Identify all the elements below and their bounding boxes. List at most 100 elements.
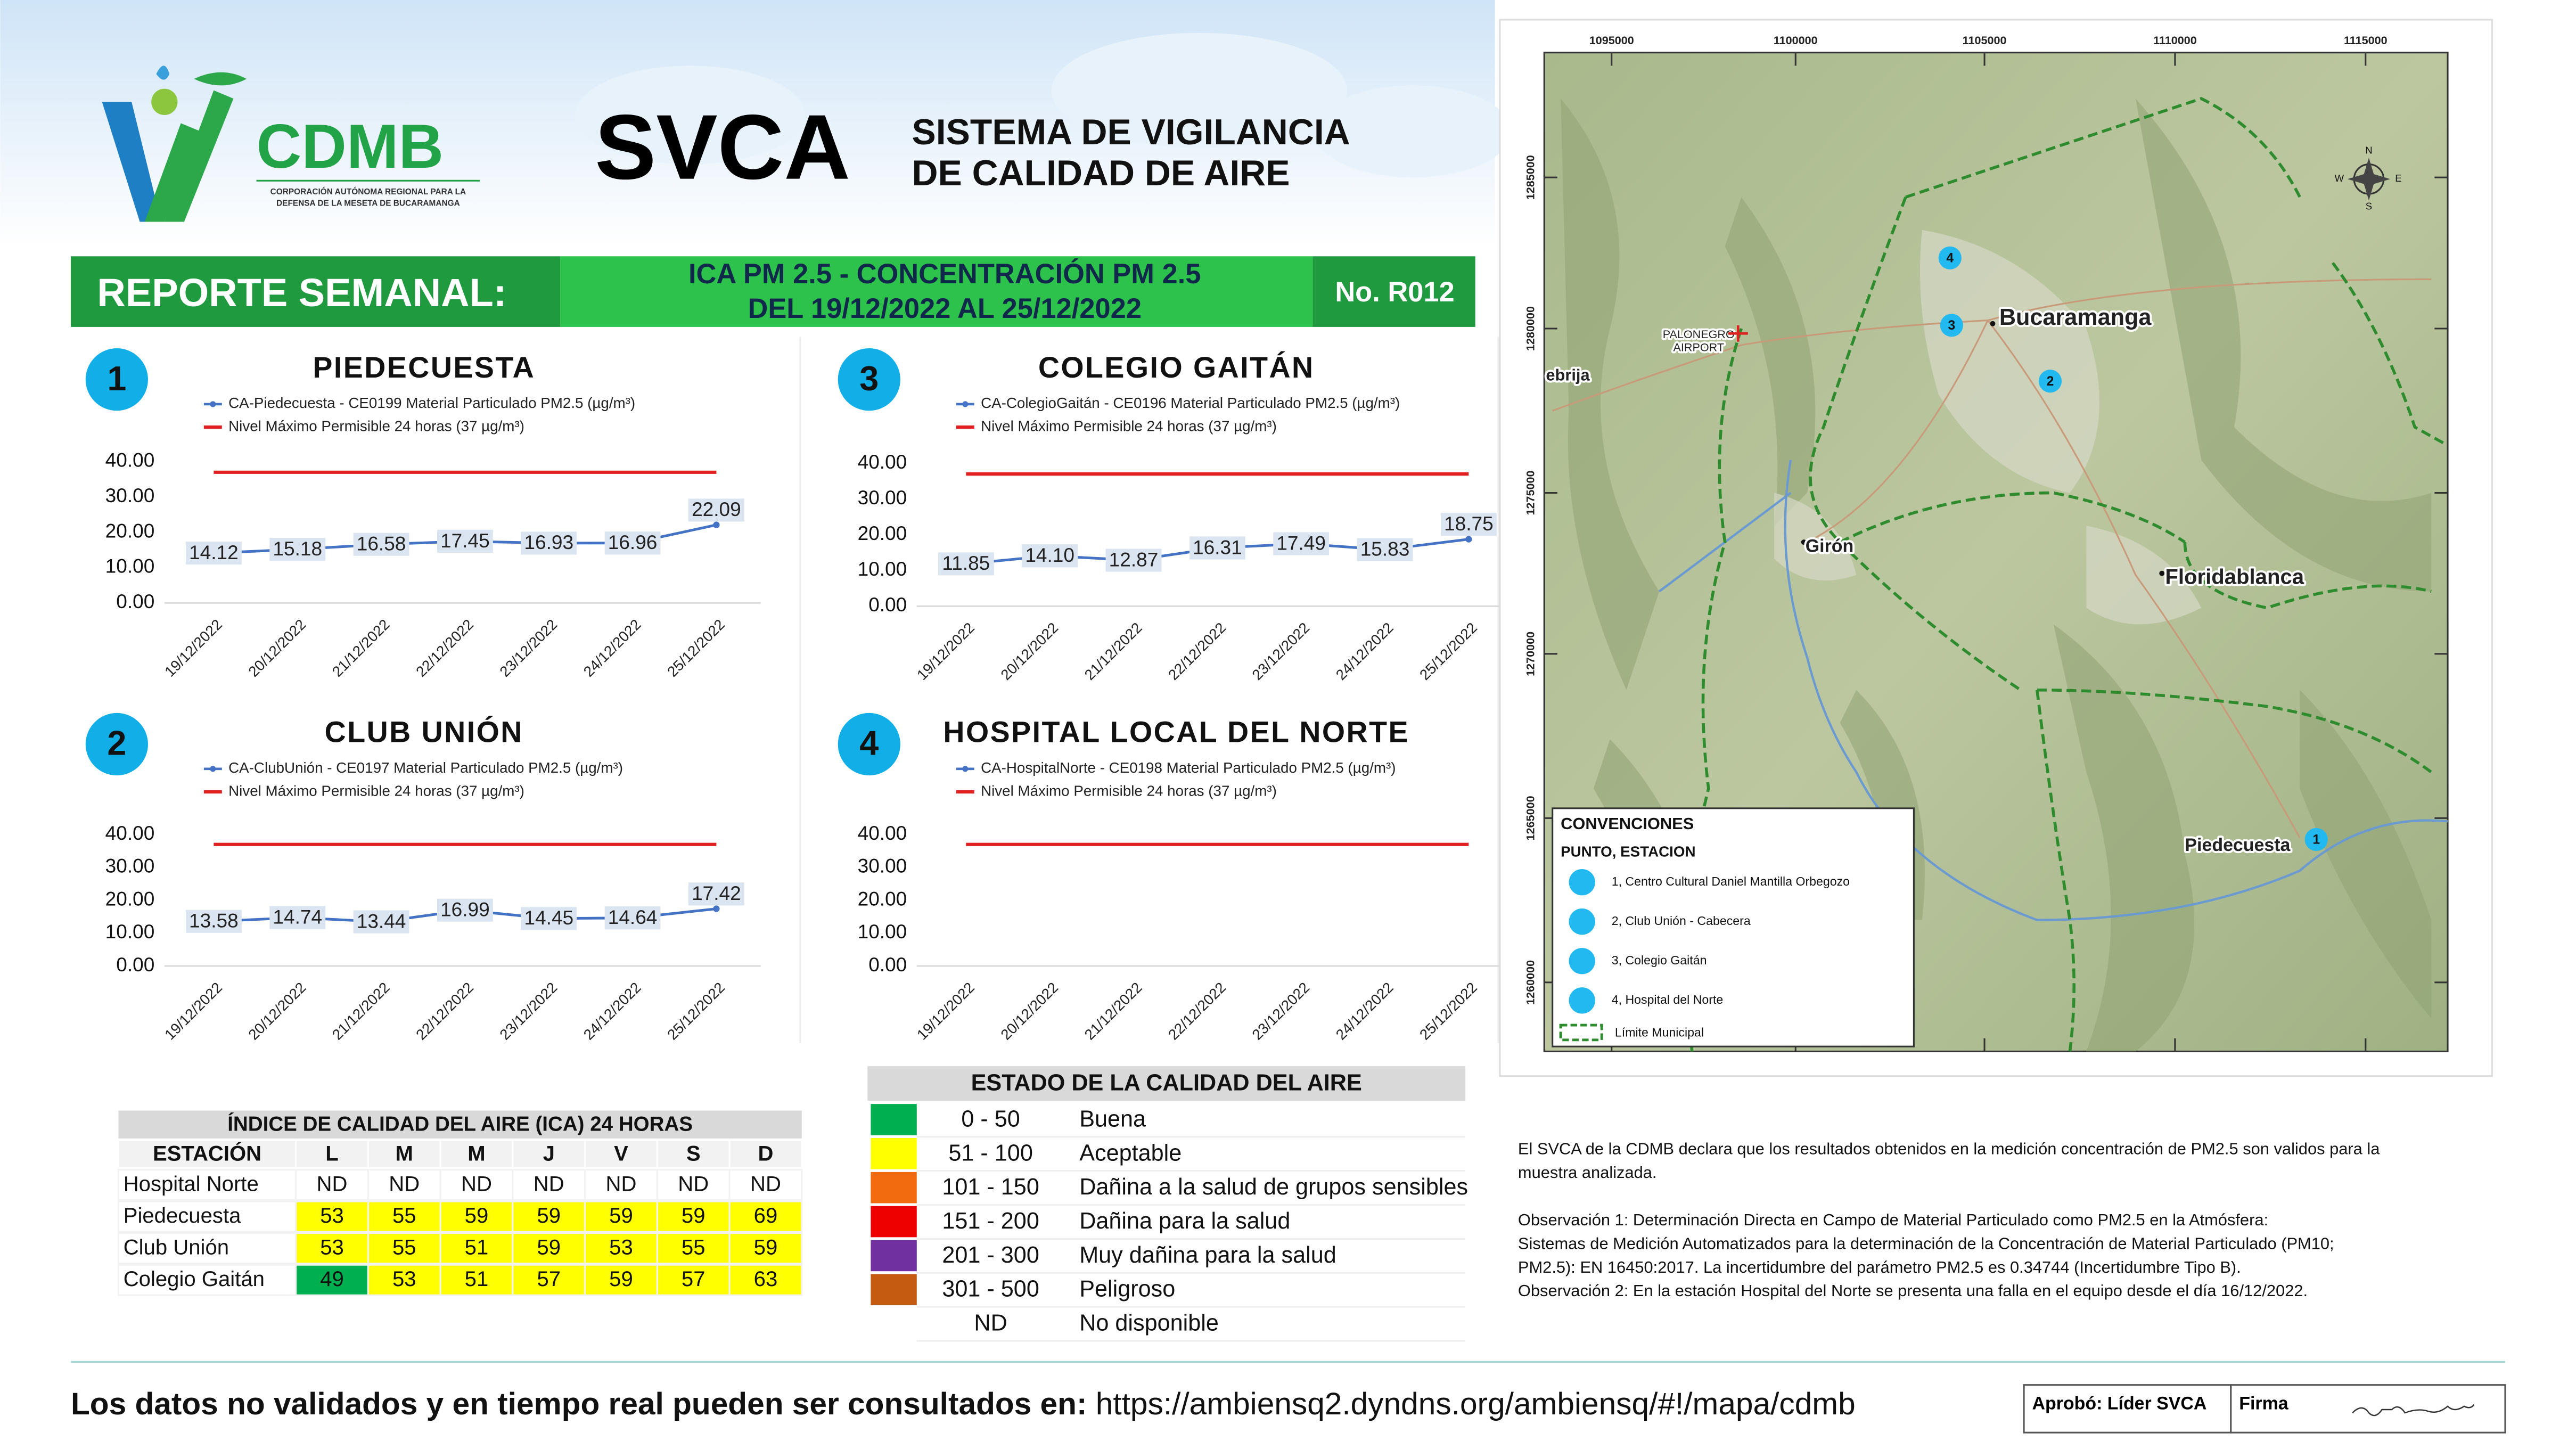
value-label-box [938, 552, 994, 576]
map-legend-marker [1569, 987, 1595, 1014]
legend-label: CA-ColegioGaitán - CE0196 Material Parti… [981, 395, 1400, 411]
footer-url[interactable]: https://ambiensq2.dyndns.org/ambiensq/#!… [1096, 1387, 1856, 1421]
compass-letter: E [2395, 173, 2401, 184]
value-label-box [269, 537, 326, 561]
ica-cell: 49 [320, 1267, 344, 1291]
value-label-box [1357, 538, 1413, 561]
ica-cell: Colegio Gaitán [124, 1267, 265, 1291]
station-number: 4 [1946, 251, 1954, 265]
map-place: ebrija [1546, 366, 1590, 384]
map-roads [1552, 278, 2432, 839]
value-label: 14.74 [273, 905, 322, 928]
airport-icon [1728, 325, 1748, 342]
ica-cell: 53 [609, 1236, 633, 1259]
logo-subtitle: CORPORACIÓN AUTÓNOMA REGIONAL PARA LA [270, 187, 466, 197]
scale-label: Peligroso [1079, 1276, 1175, 1302]
ica-cell-bg [367, 1264, 441, 1296]
logo-subtitle: DEFENSA DE LA MESETA DE BUCARAMANGA [276, 199, 460, 208]
value-label-box [437, 529, 493, 553]
ica-cell: ND [606, 1172, 637, 1196]
y-tick-label: 0.00 [116, 590, 154, 612]
map-legend-item: 3, Colegio Gaitán [1612, 953, 1707, 967]
ica-cell: 57 [537, 1267, 561, 1291]
station-number: 1 [2312, 833, 2320, 847]
map-legend-box [1552, 807, 1915, 1047]
legend-label: Nivel Máximo Permisible 24 horas (37 µg/… [981, 417, 1277, 434]
value-label: 16.93 [524, 531, 573, 553]
note-line: El SVCA de la CDMB declara que los resul… [1518, 1140, 2380, 1158]
scale-swatch [871, 1240, 917, 1272]
scale-range: 0 - 50 [961, 1106, 1020, 1132]
scale-swatch [871, 1172, 917, 1204]
ica-cell-bg [584, 1232, 658, 1265]
ica-header: M [467, 1142, 485, 1165]
ica-header-bg [117, 1139, 297, 1169]
ica-cell: 59 [537, 1236, 561, 1259]
value-label: 13.58 [189, 910, 239, 932]
y-tick-label: 0.00 [116, 953, 154, 976]
compass-star [2347, 158, 2391, 201]
value-label-box [353, 533, 409, 556]
report-number: No. R012 [1335, 277, 1454, 308]
ica-header: D [758, 1142, 773, 1165]
map-place: Girón [1806, 536, 1853, 556]
series-marker [713, 905, 720, 912]
map-place-dot [2159, 570, 2165, 576]
ica-header-bg [367, 1139, 441, 1169]
ica-cell: 51 [465, 1267, 489, 1291]
ica-cell-bg [584, 1200, 658, 1233]
y-tick-label: 40.00 [105, 449, 155, 471]
value-label: 14.12 [189, 541, 239, 563]
ica-cell: 57 [682, 1267, 705, 1291]
ica-cell-bg [295, 1264, 369, 1296]
value-label-box [521, 907, 577, 930]
value-label-box [437, 898, 493, 922]
ica-table: ÍNDICE DE CALIDAD DEL AIRE (ICA) 24 HORA… [117, 1110, 803, 1296]
logo: CDMB CORPORACIÓN AUTÓNOMA REGIONAL PARA … [102, 66, 480, 222]
chart-number: 1 [107, 359, 126, 398]
ica-title-bg [118, 1110, 802, 1139]
map-legend-subtitle: PUNTO, ESTACION [1561, 843, 1695, 859]
ica-cell: ND [750, 1172, 781, 1196]
scale-label: Dañina a la salud de grupos sensibles [1079, 1174, 1468, 1200]
scale-range: 51 - 100 [948, 1140, 1032, 1166]
ica-cell: 59 [609, 1267, 633, 1291]
legend-marker [210, 766, 216, 772]
scale-swatch [871, 1104, 917, 1135]
value-label-box [185, 541, 242, 565]
y-tick-label: 20.00 [105, 887, 155, 910]
ica-cell-bg [295, 1200, 369, 1233]
chart-number: 4 [859, 724, 879, 763]
value-label: 14.10 [1025, 544, 1074, 566]
y-tick-label: 40.00 [858, 451, 907, 473]
y-tick-label: 40.00 [105, 822, 155, 844]
map-place: AIRPORT [1673, 341, 1724, 354]
scale-swatch [871, 1274, 917, 1306]
y-tick-label: 20.00 [858, 522, 907, 544]
chart-panel: 1 PIEDECUESTA CA-Piedecuesta - CE0199 Mate… [85, 348, 761, 680]
legend-marker [962, 766, 969, 772]
legend-label: CA-Piedecuesta - CE0199 Material Particu… [228, 395, 635, 411]
value-label: 13.44 [357, 910, 406, 932]
station-number: 2 [2047, 374, 2054, 389]
map-legend-item: 2, Club Unión - Cabecera [1612, 914, 1751, 928]
scale-range: ND [974, 1311, 1007, 1336]
ica-cell-bg [367, 1200, 441, 1233]
ica-cell-bg [439, 1200, 514, 1233]
ica-cell-bg [295, 1169, 369, 1201]
ica-cell-bg [512, 1169, 586, 1201]
value-label: 16.58 [357, 533, 406, 555]
value-label-box [688, 882, 744, 906]
banner-subject: ICA PM 2.5 - CONCENTRACIÓN PM 2.5 [688, 259, 1201, 290]
map-place-dot [1990, 321, 1996, 326]
ica-cell-bg [728, 1232, 803, 1265]
value-label-box [1105, 549, 1162, 572]
note-line: Observación 1: Determinación Directa en … [1518, 1210, 2268, 1229]
map-y-label: 1260000 [1523, 960, 1537, 1005]
value-label: 15.83 [1360, 537, 1410, 560]
ica-cell-bg [728, 1169, 803, 1201]
value-label: 16.31 [1193, 536, 1242, 558]
map-y-label: 1280000 [1523, 306, 1537, 351]
ica-header: L [325, 1142, 339, 1165]
